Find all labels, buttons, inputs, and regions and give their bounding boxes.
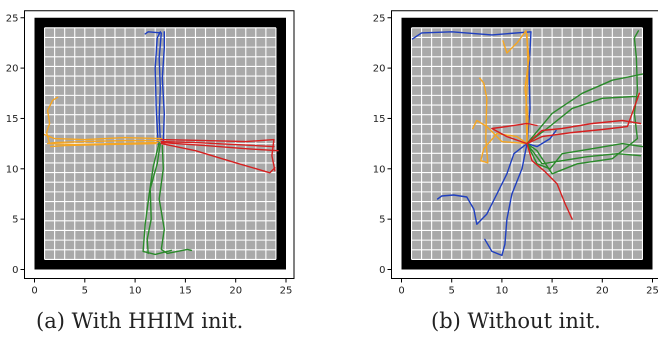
series-2 [142,141,193,256]
x-tick-label: 0 [398,286,404,297]
chart-panel-a: 0 5 10 15 20 25 0 5 10 15 20 25 [6,10,295,297]
x-tick-label: 25 [646,286,658,297]
trajectory-3-1 [526,142,573,220]
chart-panel-b: 0 5 10 15 20 25 0 5 10 15 20 25 [373,10,658,297]
trajectory-0-2 [154,31,161,146]
x-tick-label: 15 [179,286,192,297]
trajectory-2-2 [142,141,172,256]
y-tick-label: 20 [6,64,19,75]
x-tick-label: 25 [280,286,293,297]
trajectory-1-0 [46,139,161,145]
trajectory-0-1 [161,31,165,144]
caption-panel-b: (b) Without init. [431,309,601,333]
y-tick-label: 15 [373,114,386,125]
series-1 [43,96,162,148]
y-tick-label: 15 [6,114,19,125]
trajectory-2-2 [526,142,642,165]
axes-frame [391,10,658,279]
series-1 [472,30,530,164]
trajectory-3-0 [160,140,275,148]
y-tick-label: 25 [373,13,386,24]
x-tick-label: 0 [31,286,37,297]
trajectory-0-0 [436,142,528,225]
trajectory-2-4 [526,142,644,170]
x-tick-label: 10 [496,286,509,297]
series-2 [526,30,644,175]
y-tick-label: 0 [12,265,18,276]
trajectory-3-3 [491,122,538,145]
trajectory-2-0 [146,142,161,255]
trajectory-1-1 [45,96,159,146]
series-3 [491,92,642,220]
trajectory-3-2 [526,92,641,145]
x-tick-label: 5 [449,286,455,297]
trajectory-1-3 [49,142,157,148]
trajectory-3-3 [160,141,279,152]
y-tick-label: 10 [373,164,386,175]
floor-gridlines [410,27,644,260]
trajectory-1-2 [479,77,528,164]
axes-frame [24,10,295,279]
y-tick-label: 10 [6,164,19,175]
y-tick-label: 5 [12,215,18,226]
x-tick-label: 20 [596,286,609,297]
trajectory-3-2 [160,138,276,172]
trajectory-0-0 [144,31,162,142]
y-tick-label: 0 [379,265,385,276]
trajectory-0-1 [484,142,528,257]
trajectory-1-2 [43,133,162,141]
trajectory-1-3 [525,33,529,145]
y-tick-label: 25 [6,13,19,24]
x-tick-label: 15 [546,286,559,297]
series-3 [160,138,279,174]
trajectory-figure: 0 5 10 15 20 25 0 5 10 15 20 25 0 5 10 15 20 25 0 5 10 15 20 25 [6,10,658,297]
y-tick-label: 5 [379,215,385,226]
trajectory-3-1 [160,142,276,174]
x-tick-label: 20 [229,286,242,297]
trajectory-2-3 [526,30,640,175]
trajectory-2-1 [526,73,644,145]
x-tick-label: 5 [82,286,88,297]
trajectory-2-1 [158,144,193,255]
trajectory-3-0 [526,119,642,145]
x-tick-label: 10 [129,286,142,297]
y-tick-label: 20 [373,64,386,75]
caption-panel-a: (a) With HHIM init. [36,309,244,333]
series-0 [144,31,165,146]
trajectory-2-0 [526,95,639,145]
trajectory-0-2 [411,31,532,145]
